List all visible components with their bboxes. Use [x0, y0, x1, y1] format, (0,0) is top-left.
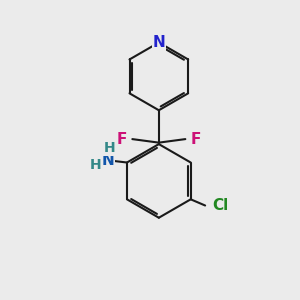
Text: N: N	[102, 153, 115, 168]
Text: H: H	[90, 158, 102, 172]
Text: H: H	[104, 141, 116, 155]
Text: F: F	[117, 132, 127, 147]
Text: F: F	[190, 132, 201, 147]
Text: N: N	[152, 35, 165, 50]
Text: Cl: Cl	[212, 198, 229, 213]
